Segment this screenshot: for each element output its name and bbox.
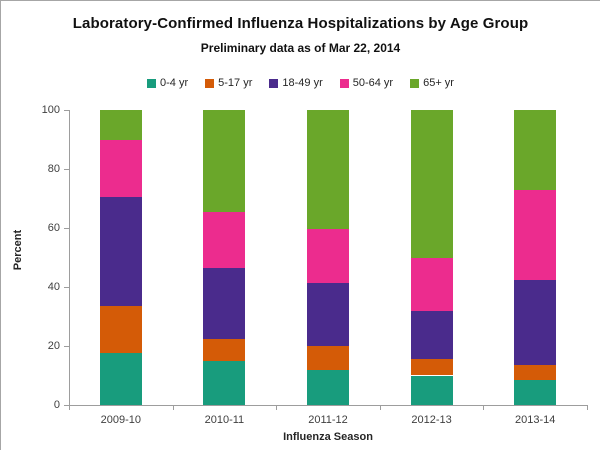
bar-segment-5-17-yr: [514, 365, 557, 380]
bar-segment-50-64-yr: [203, 211, 246, 268]
bar-segment-65+-yr: [99, 110, 142, 140]
legend-swatch-icon: [339, 78, 349, 88]
legend-item: 18-49 yr: [269, 77, 323, 89]
x-tick-mark: [483, 406, 485, 410]
x-category-label: 2013-14: [515, 414, 556, 426]
chart-title: Laboratory-Confirmed Influenza Hospitali…: [72, 15, 529, 32]
bar-segment-65+-yr: [307, 110, 349, 230]
legend-label: 0-4 yr: [160, 77, 189, 89]
legend-swatch-icon: [410, 78, 420, 88]
bar-segment-50-64-yr: [99, 139, 142, 198]
x-category-label: 2010-11: [204, 414, 245, 426]
x-category-label: 2009-10: [100, 414, 141, 426]
legend-item: 0-4 yr: [147, 77, 188, 89]
chart-subtitle: Preliminary data as of Mar 22, 2014: [200, 41, 401, 55]
y-tick-mark: [64, 405, 69, 406]
bar-segment-5-17-yr: [307, 346, 349, 370]
legend-swatch-icon: [205, 78, 215, 88]
legend-label: 50-64 yr: [352, 77, 394, 89]
legend-label: 65+ yr: [423, 77, 454, 89]
y-tick-label: 20: [47, 340, 60, 352]
bar-segment-65+-yr: [203, 110, 246, 212]
bar-segment-65+-yr: [514, 110, 557, 190]
y-tick-label: 60: [47, 222, 60, 234]
x-category-label: 2011-12: [308, 414, 348, 426]
legend-label: 5-17 yr: [218, 77, 253, 89]
y-tick-mark: [64, 228, 69, 229]
legend-item: 65+ yr: [410, 77, 454, 89]
bar-segment-18-49-yr: [307, 282, 349, 346]
bar-segment-0-4-yr: [514, 379, 557, 405]
bar-segment-18-49-yr: [99, 197, 142, 307]
y-tick-label: 0: [53, 399, 60, 411]
bar-segment-0-4-yr: [307, 369, 349, 405]
bar-segment-5-17-yr: [410, 359, 453, 376]
bar-segment-5-17-yr: [203, 338, 246, 361]
bar-segment-0-4-yr: [410, 375, 453, 405]
x-axis-line: [69, 405, 588, 406]
x-tick-mark: [379, 406, 381, 410]
bar-segment-18-49-yr: [203, 267, 246, 339]
legend-item: 5-17 yr: [205, 77, 252, 89]
bar-segment-0-4-yr: [203, 360, 246, 405]
legend-swatch-icon: [269, 78, 279, 88]
y-axis-line: [69, 110, 70, 406]
legend-label: 18-49 yr: [282, 77, 323, 89]
bar-segment-18-49-yr: [514, 279, 557, 366]
x-tick-mark: [172, 406, 174, 410]
legend-item: 50-64 yr: [339, 77, 394, 89]
x-tick-mark: [276, 406, 278, 410]
x-tick-mark: [587, 406, 588, 410]
y-tick-mark: [64, 169, 69, 170]
bar-segment-18-49-yr: [410, 310, 453, 360]
y-tick-label: 40: [47, 281, 60, 293]
y-tick-mark: [64, 287, 69, 288]
bar-segment-50-64-yr: [307, 229, 349, 283]
y-tick-label: 80: [47, 163, 60, 175]
y-tick-mark: [64, 346, 69, 347]
legend-swatch-icon: [147, 78, 156, 88]
x-category-label: 2012-13: [411, 414, 452, 426]
y-tick-mark: [64, 110, 69, 111]
y-tick-label: 100: [41, 104, 60, 116]
x-tick-mark: [69, 406, 70, 410]
bar-segment-50-64-yr: [514, 189, 557, 280]
bar-segment-50-64-yr: [410, 257, 453, 311]
bar-segment-0-4-yr: [99, 353, 142, 405]
bar-segment-5-17-yr: [99, 306, 142, 354]
x-axis-title: Influenza Season: [283, 431, 373, 443]
legend: 0-4 yr 5-17 yr 18-49 yr 50-64 yr 65+ yr: [1, 77, 600, 89]
bar-segment-65+-yr: [410, 110, 453, 258]
